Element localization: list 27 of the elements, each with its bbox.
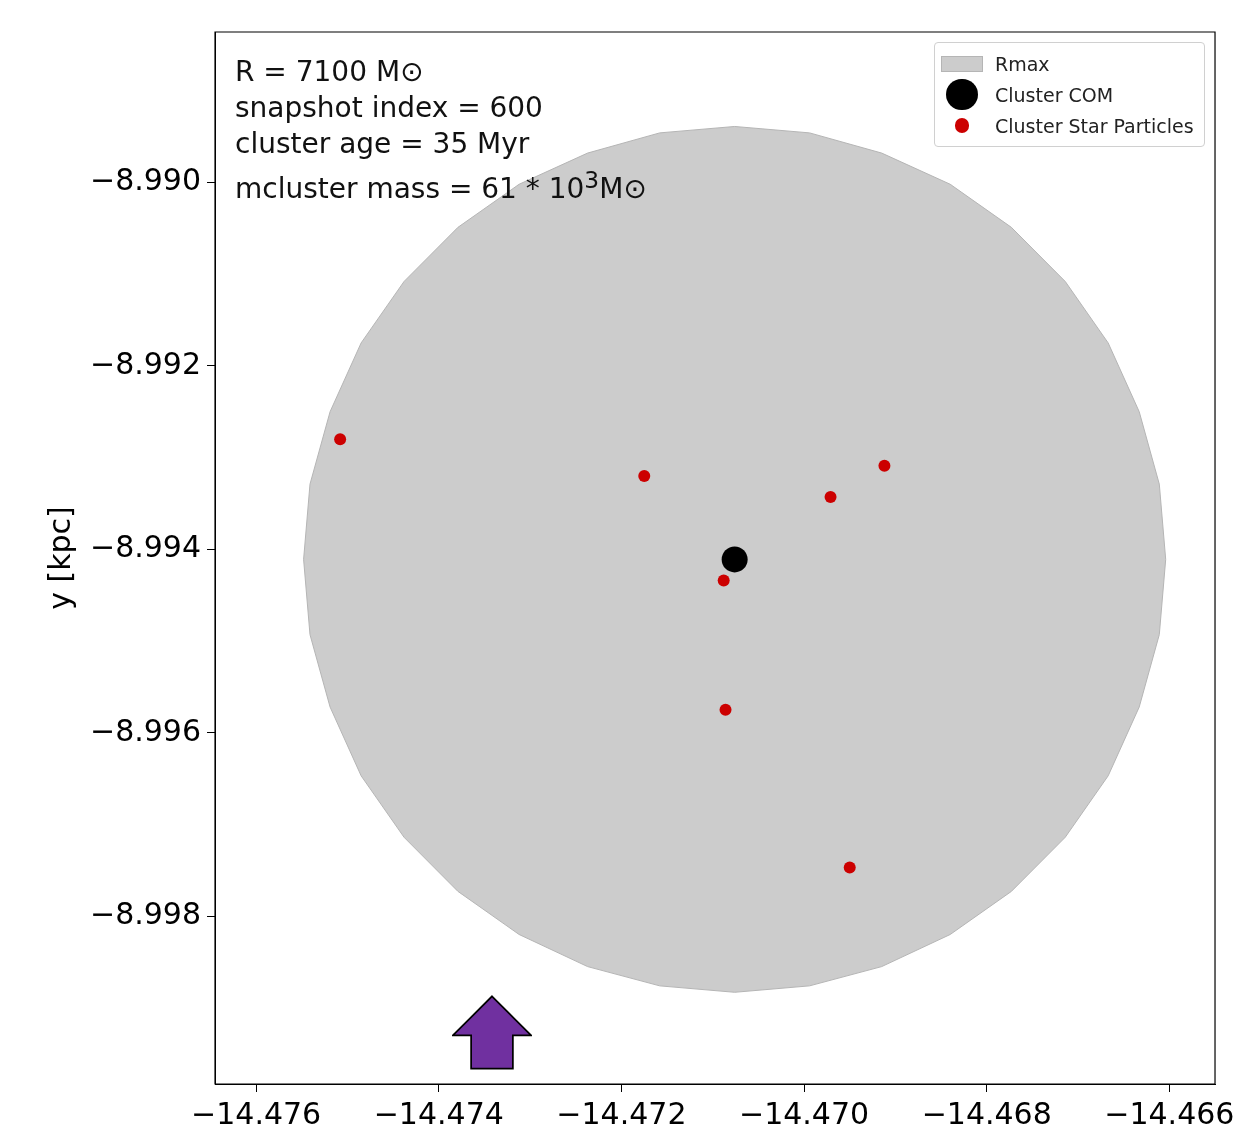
y-axis-title: y [kpc] xyxy=(41,506,77,610)
y-tick-label: −8.998 xyxy=(89,895,202,931)
point xyxy=(878,459,891,472)
legend-label: Cluster Star Particles xyxy=(995,114,1194,137)
x-tick-label: −14.476 xyxy=(191,1095,322,1131)
point xyxy=(719,703,732,716)
y-tick-label: −8.996 xyxy=(89,712,202,748)
x-tick-label: −14.472 xyxy=(556,1095,687,1131)
point xyxy=(824,491,837,504)
legend-label: Cluster COM xyxy=(995,83,1114,106)
y-tick-label: −8.994 xyxy=(89,529,202,565)
annotation: R = 7100 M⊙ xyxy=(235,54,425,90)
annotation: mcluster mass = 61 * 10$^{3}$M⊙ xyxy=(235,165,647,208)
y-tick-label: −8.990 xyxy=(89,162,202,198)
x-tick-label: −14.468 xyxy=(921,1095,1052,1131)
point xyxy=(334,433,347,446)
y-tick-label: −8.992 xyxy=(89,345,202,381)
point xyxy=(717,574,730,587)
legend-label: Rmax xyxy=(995,52,1050,75)
annotation: snapshot index = 600 xyxy=(235,90,544,126)
point xyxy=(721,546,748,573)
x-tick-label: −14.466 xyxy=(1104,1095,1235,1131)
annotation: cluster age = 35 Myr xyxy=(235,126,531,162)
x-tick-label: −14.470 xyxy=(739,1095,870,1131)
x-tick-label: −14.474 xyxy=(373,1095,504,1131)
point xyxy=(843,861,856,874)
point xyxy=(638,469,651,482)
